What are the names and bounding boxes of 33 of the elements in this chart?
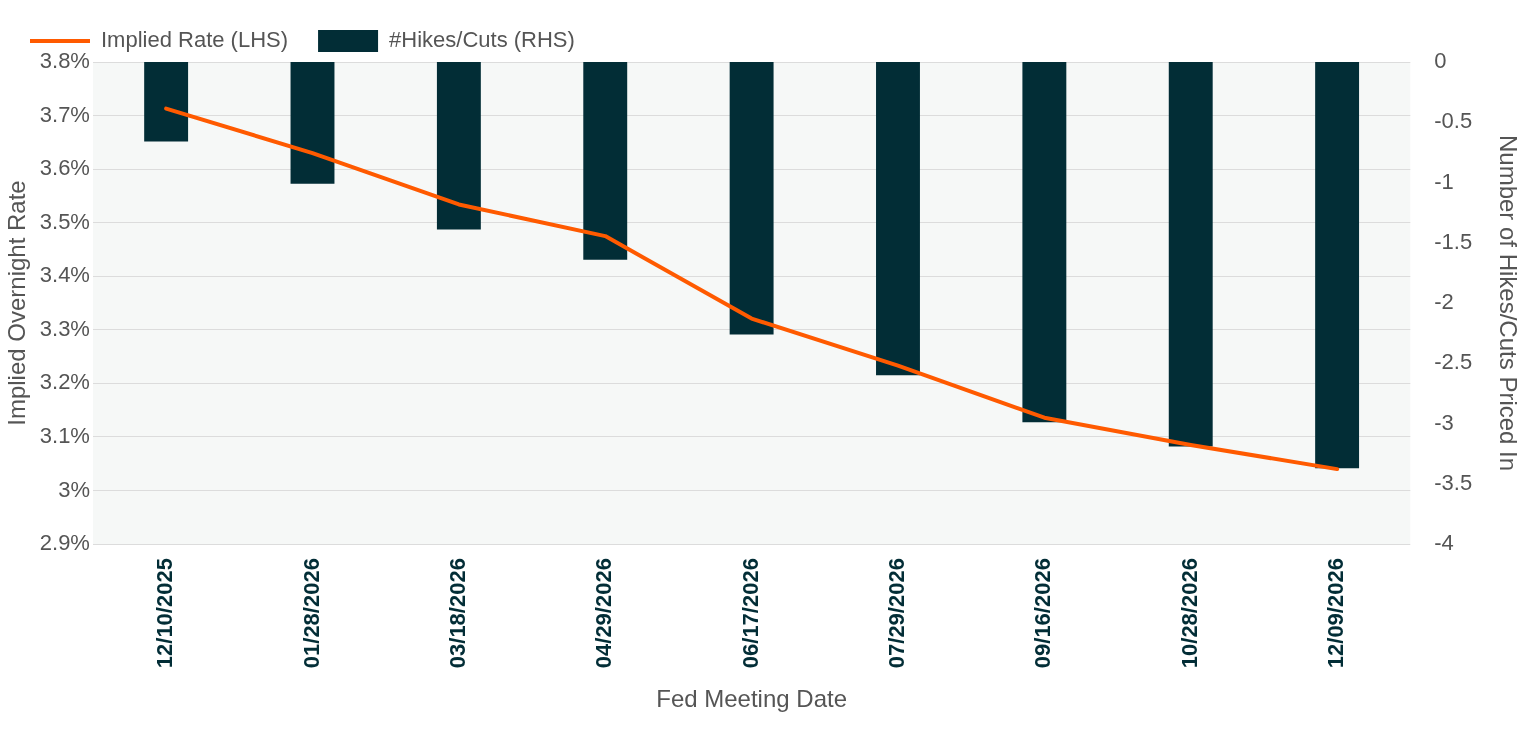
y2-tick-label: -3.5 (1434, 469, 1473, 495)
x-tick-label: 01/28/2026 (298, 558, 324, 669)
y-tick-label: 3.6% (39, 155, 90, 181)
x-tick-label: 12/10/2025 (152, 558, 178, 669)
y-tick-label: 3.5% (39, 208, 90, 234)
y2-tick-label: -0.5 (1434, 108, 1473, 134)
x-tick-label: 04/29/2026 (591, 558, 617, 669)
y2-tick-label: -1 (1434, 168, 1454, 194)
y2-tick-label: -2 (1434, 289, 1454, 315)
y2-tick-label: -3 (1434, 409, 1454, 435)
y-tick-label: 3.1% (39, 423, 90, 449)
y-tick-label: 3.8% (39, 48, 90, 74)
x-tick-label: 09/16/2026 (1030, 558, 1056, 669)
y2-tick-label: 0 (1434, 48, 1447, 74)
x-tick-label: 07/29/2026 (884, 558, 910, 669)
y-tick-label: 3% (58, 476, 90, 502)
x-axis-title: Fed Meeting Date (656, 685, 848, 713)
y-tick-label: 3.2% (39, 369, 90, 395)
legend-label: Implied Rate (LHS) (101, 27, 289, 53)
y-tick-label: 3.4% (39, 262, 90, 288)
y-tick-label: 3.7% (39, 101, 90, 127)
x-tick-label: 12/09/2026 (1323, 558, 1349, 669)
y-tick-label: 3.3% (39, 315, 90, 341)
y2-axis-title: Number of Hikes/Cuts Priced In (1494, 134, 1522, 472)
x-tick-label: 03/18/2026 (444, 558, 470, 669)
y2-tick-label: -2.5 (1434, 349, 1473, 375)
y2-tick-label: -4 (1434, 530, 1454, 556)
x-tick-label: 06/17/2026 (737, 558, 763, 669)
y2-tick-label: -1.5 (1434, 228, 1473, 254)
x-tick-label: 10/28/2026 (1176, 558, 1202, 669)
y-axis-title: Implied Overnight Rate (3, 180, 31, 426)
y-tick-label: 2.9% (39, 530, 90, 556)
legend-label: #Hikes/Cuts (RHS) (389, 27, 575, 53)
